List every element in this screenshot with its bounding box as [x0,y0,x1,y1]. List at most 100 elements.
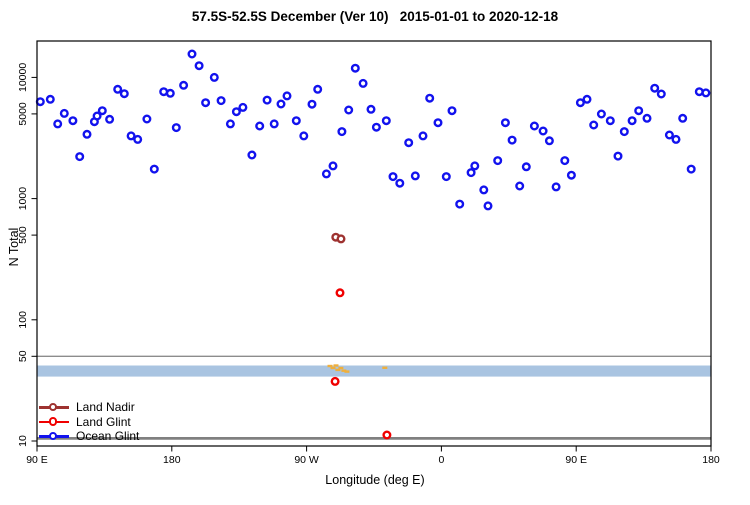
data-point [515,181,525,191]
data-point [119,89,129,99]
data-point [441,172,451,182]
data-point [589,120,599,130]
data-point [75,152,85,162]
data-point [395,178,405,188]
data-point [344,105,354,115]
y-tick-label: 100 [17,311,29,329]
data-point [282,91,292,101]
data-point [113,84,123,94]
data-point [371,122,381,132]
x-tick-label: 180 [163,454,181,466]
data-point [335,288,345,298]
data-point [404,138,414,148]
data-point [238,102,248,112]
data-point [179,80,189,90]
data-point [330,376,340,386]
legend-item-land-glint: Land Glint [39,415,139,430]
land-mark [333,364,339,367]
data-point [493,156,503,166]
data-point [479,185,489,195]
data-point [247,150,257,160]
legend-item-land-nadir: Land Nadir [39,400,139,415]
data-point [133,134,143,144]
data-point [291,116,301,126]
series-ocean-glint [35,49,711,211]
data-point [642,113,652,123]
data-point [45,94,55,104]
data-point [466,168,476,178]
data-point [276,99,286,109]
data-point [92,111,102,121]
data-point [701,88,711,98]
land-glint-marker-icon [39,416,69,427]
x-axis-label: Longitude (deg E) [325,473,425,487]
x-tick-label: 90 W [294,454,319,466]
y-axis-label: N Total [7,227,21,267]
data-point [382,430,392,440]
data-point [560,156,570,166]
land-mark [341,369,347,372]
data-point [105,114,115,124]
data-point [358,78,368,88]
data-point [664,130,674,140]
data-point [255,121,265,131]
data-point [388,172,398,182]
data-point [165,88,175,98]
land-mark [344,370,350,373]
reference-band [37,365,711,377]
x-tick-label: 90 E [565,454,587,466]
data-point [225,119,235,129]
land-mark [330,366,336,370]
data-point [686,164,696,174]
data-point [366,104,376,114]
y-tick-label: 50 [17,350,29,362]
data-point [59,108,69,118]
data-point [299,131,309,141]
data-point [187,49,197,59]
data-point [671,134,681,144]
data-point [656,89,666,99]
series-land-glint [330,288,392,440]
data-point [381,116,391,126]
data-point [231,107,241,117]
data-point [194,61,204,71]
data-point [566,170,576,180]
data-point [538,126,548,136]
y-tick-label: 1000 [17,187,29,211]
data-point [596,109,606,119]
data-point [209,72,219,82]
x-tick-label: 0 [438,454,444,466]
data-point [262,95,272,105]
data-point [126,131,136,141]
data-point [575,98,585,108]
data-point [171,123,181,133]
data-point [201,98,211,108]
data-point [619,127,629,137]
data-point [521,162,531,172]
data-point [149,164,159,174]
data-point [507,135,517,145]
x-tick-label: 180 [702,454,720,466]
chart-title: 57.5S-52.5S December (Ver 10) 2015-01-01… [191,9,559,24]
data-point [433,118,443,128]
land-mark [327,364,333,368]
data-point [634,106,644,116]
data-point [53,119,63,129]
data-point [313,84,323,94]
data-point [455,199,465,209]
data-point [336,234,346,244]
data-point [410,171,420,181]
data-point [337,127,347,137]
ocean-glint-marker-icon [39,431,69,442]
x-tick-label: 90 E [26,454,48,466]
land-nadir-marker-icon [39,402,69,413]
data-point [582,94,592,104]
data-point [35,97,45,107]
data-point [483,201,493,211]
data-point [82,129,92,139]
y-tick-label: 500 [17,226,29,244]
data-point [97,106,107,116]
data-point [142,114,152,124]
data-point [650,83,660,93]
